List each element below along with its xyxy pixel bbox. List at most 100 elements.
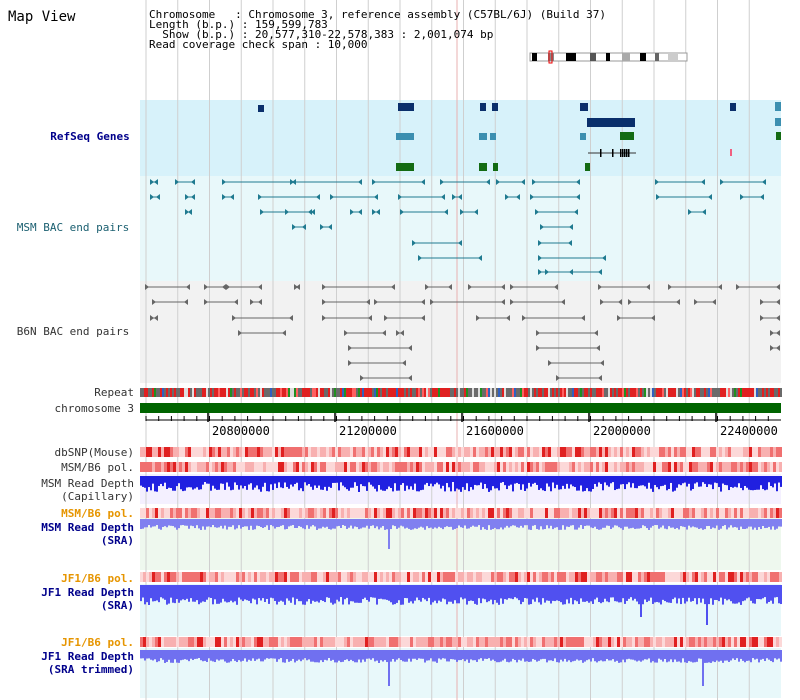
jf1-depth-trimmed-bar [518, 650, 520, 660]
dbsnp-cell [692, 447, 695, 457]
msm-depth-capillary-bar [364, 476, 366, 487]
dbsnp-cell [548, 447, 551, 457]
track-label-refseq[interactable]: RefSeq Genes [50, 130, 130, 143]
jf1-depth-trimmed-bar [162, 650, 164, 660]
jf1-depth-trimmed-bar [526, 650, 528, 662]
jf1-depth-trimmed-bar [648, 650, 650, 659]
jf1-depth-bar [668, 585, 670, 603]
msm-depth-sra-bar [346, 519, 348, 529]
msm-depth-sra-bar [350, 519, 352, 526]
msm-bac-pair-end [708, 194, 712, 200]
jf1-pol-cell [515, 572, 518, 582]
dbsnp-cell [635, 447, 638, 457]
track-label-msm-bac[interactable]: MSM BAC end pairs [16, 221, 130, 234]
msm-pol-cell [203, 462, 206, 472]
jf1-depth-bar [748, 585, 750, 598]
msm-pol2-cell [242, 508, 245, 518]
msm-pol2-cell [437, 508, 440, 518]
msm-depth-capillary-bar [560, 476, 562, 490]
jf1-depth-bar [438, 585, 440, 601]
repeat-segment [746, 388, 748, 397]
msm-pol2-cell [536, 508, 539, 518]
jf1-depth-bar [472, 585, 474, 602]
jf1-pol2-cell [410, 637, 413, 647]
jf1-pol-cell [329, 572, 332, 582]
msm-pol2-cell [218, 508, 221, 518]
jf1-depth-trimmed-bar [412, 650, 414, 659]
dbsnp-cell [197, 447, 200, 457]
msm-depth-sra-bar [636, 519, 638, 529]
dbsnp-cell [308, 447, 311, 457]
msm-pol-cell [455, 462, 458, 472]
jf1-pol-cell [389, 572, 392, 582]
msm-bac-pair-end [150, 179, 154, 185]
msm-depth-sra-bar [366, 519, 368, 526]
msm-depth-sra-bar [360, 519, 362, 529]
jf1-depth-trimmed-bar [528, 650, 530, 662]
repeat-segment [628, 388, 630, 397]
msm-depth-capillary-bar [400, 476, 402, 485]
msm-pol-cell [722, 462, 725, 472]
msm-depth-sra-bar [278, 519, 280, 527]
msm-depth-capillary-bar [470, 476, 472, 488]
msm-depth-capillary-bar [282, 476, 284, 489]
jf1-depth-bar [636, 585, 638, 602]
repeat-segment [226, 388, 228, 397]
jf1-depth-bar [346, 585, 348, 598]
msm-bac-pair-end [372, 179, 376, 185]
jf1-depth-trimmed-bar [636, 650, 638, 662]
jf1-pol2-cell [404, 637, 407, 647]
jf1-depth-trimmed-bar [618, 650, 620, 663]
jf1-depth-bar [660, 585, 662, 605]
msm-pol2-cell [425, 508, 428, 518]
jf1-pol-cell [341, 572, 344, 582]
jf1-depth-bar [386, 585, 388, 600]
msm-bac-pair-end [285, 209, 289, 215]
jf1-pol-cell [158, 572, 161, 582]
msm-depth-sra-bar [482, 519, 484, 528]
jf1-depth-trimmed-bar [416, 650, 418, 660]
msm-depth-sra-bar [212, 519, 214, 526]
msm-depth-capillary-bar [404, 476, 406, 491]
msm-pol2-cell [290, 508, 293, 518]
jf1-depth-bar [250, 585, 252, 604]
jf1-depth-trimmed-bar [770, 650, 772, 662]
msm-depth-sra-bar [756, 519, 758, 530]
refseq-gene [585, 163, 590, 171]
track-label-msm-pol-2: MSM/B6 pol. [61, 507, 134, 520]
axis-tick-label: 22400000 [720, 424, 778, 438]
msm-depth-sra-bar [664, 519, 666, 529]
repeat-segment [524, 388, 526, 397]
msm-depth-sra-bar [236, 519, 238, 529]
jf1-pol-cell [608, 572, 611, 582]
jf1-pol-cell [464, 572, 467, 582]
msm-bac-pair-end [538, 255, 542, 261]
jf1-depth-bar [478, 585, 480, 599]
repeat-segment [200, 388, 202, 397]
msm-depth-capillary-bar [764, 476, 766, 491]
jf1-depth-trimmed-bar [434, 650, 436, 662]
jf1-depth-bar [780, 585, 782, 605]
track-label-b6n-bac[interactable]: B6N BAC end pairs [16, 325, 130, 338]
msm-depth-capillary-bar [726, 476, 728, 486]
b6n-bac-pair-end [204, 299, 208, 305]
msm-pol2-cell [689, 508, 692, 518]
jf1-depth-trimmed-bar [778, 650, 780, 659]
jf1-pol2-cell [263, 637, 266, 647]
msm-pol2-cell [581, 508, 584, 518]
msm-depth-sra-bar [204, 519, 206, 530]
msm-depth-sra-bar [718, 519, 720, 530]
jf1-pol2-cell [500, 637, 503, 647]
msm-depth-capillary-bar [756, 476, 758, 490]
repeat-segment [694, 388, 696, 397]
jf1-pol2-cell [311, 637, 314, 647]
jf1-depth-trimmed-bar [358, 650, 360, 660]
msm-depth-capillary-bar [360, 476, 362, 485]
jf1-depth-trimmed-bar [450, 650, 452, 660]
jf1-pol2-cell [389, 637, 392, 647]
msm-depth-sra-bar [596, 519, 598, 530]
msm-depth-capillary-bar [758, 476, 760, 490]
track-label-repeat: Repeat [94, 386, 134, 399]
jf1-depth-bar [280, 585, 282, 601]
